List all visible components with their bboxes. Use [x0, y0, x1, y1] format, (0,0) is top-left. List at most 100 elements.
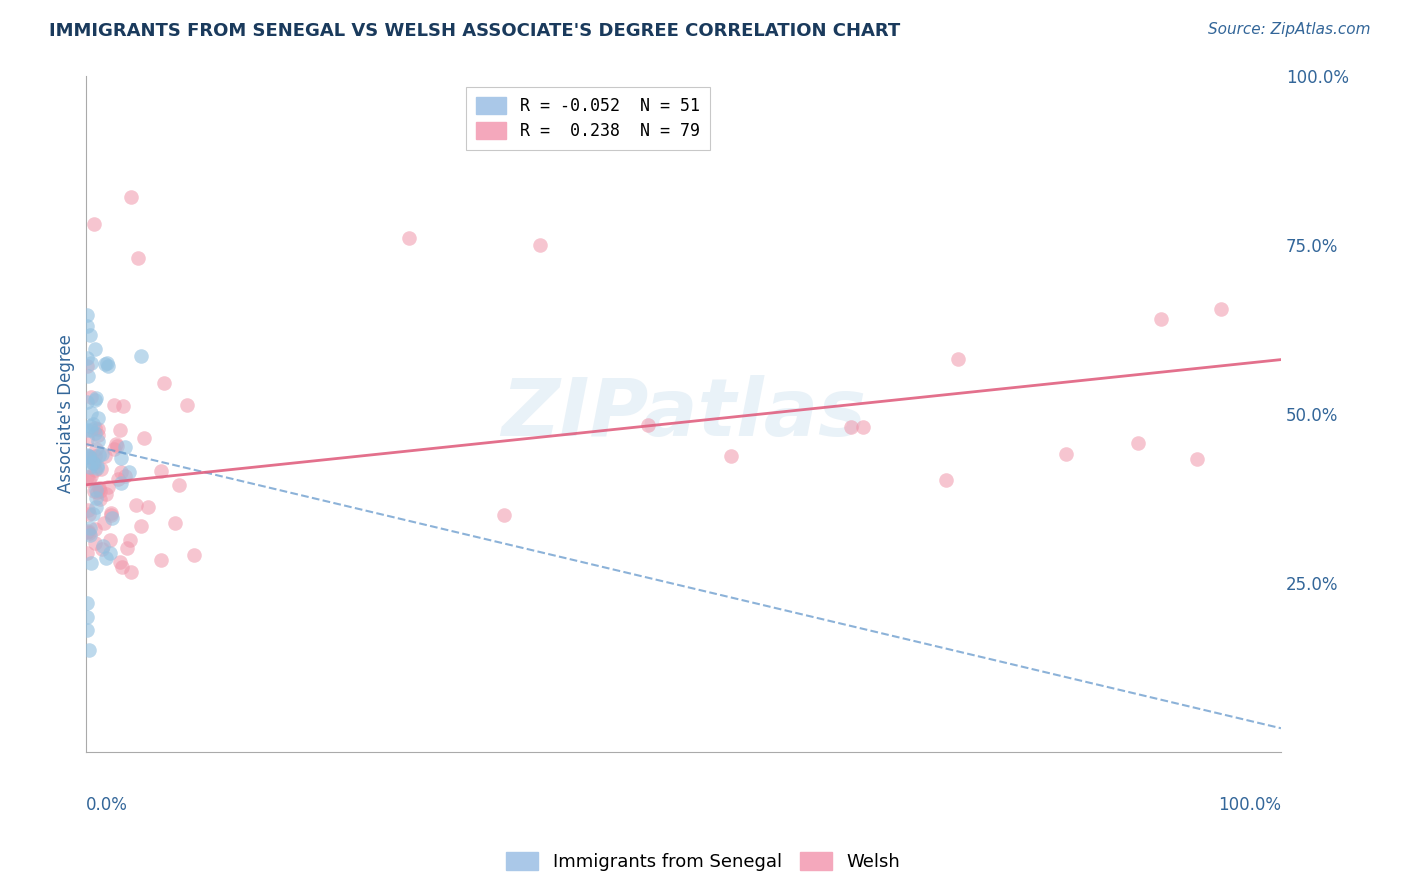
Point [96, 551, 118, 566]
Point [84, 463, 107, 477]
Point [80, 423, 103, 437]
Y-axis label: Associate's Degree: Associate's Degree [58, 334, 75, 493]
Point [129, 519, 152, 533]
Point [90, 461, 112, 475]
Point [96, 480, 118, 494]
Point [83, 217, 105, 231]
Point [120, 190, 142, 204]
Point [84, 391, 107, 405]
Point [83, 421, 105, 435]
Point [84, 483, 107, 497]
Point [84, 442, 107, 456]
Point [84, 491, 107, 505]
Point [77, 526, 100, 541]
Point [77, 449, 100, 463]
Point [80, 556, 103, 570]
Point [720, 449, 742, 463]
Point [110, 556, 132, 570]
Point [110, 423, 132, 437]
Point [93, 449, 115, 463]
Point [110, 466, 132, 480]
Point [136, 500, 159, 515]
Point [852, 420, 875, 434]
Point [494, 508, 516, 522]
Point [76, 423, 98, 437]
Point [86, 485, 108, 500]
Point [91, 539, 114, 553]
Point [118, 465, 141, 479]
Point [935, 474, 957, 488]
Point [80, 468, 103, 483]
Point [79, 474, 101, 488]
Text: ZIPatlas: ZIPatlas [501, 375, 866, 453]
Point [84, 342, 107, 356]
Text: 0.0%: 0.0% [86, 796, 128, 814]
Point [76, 448, 98, 462]
Point [97, 359, 120, 374]
Point [176, 398, 198, 412]
Point [87, 422, 110, 436]
Point [84, 500, 107, 514]
Point [98, 533, 121, 548]
Point [127, 251, 149, 265]
Point [1126, 435, 1149, 450]
Point [83, 393, 105, 408]
Point [86, 458, 108, 473]
Point [79, 520, 101, 534]
Point [82, 508, 104, 522]
Point [1211, 301, 1233, 316]
Point [76, 351, 98, 365]
Point [169, 477, 191, 491]
Point [134, 431, 156, 445]
Point [79, 528, 101, 542]
Text: IMMIGRANTS FROM SENEGAL VS WELSH ASSOCIATE'S DEGREE CORRELATION CHART: IMMIGRANTS FROM SENEGAL VS WELSH ASSOCIA… [49, 22, 900, 40]
Point [83, 522, 105, 536]
Point [76, 525, 98, 540]
Point [98, 546, 121, 560]
Point [77, 524, 100, 539]
Point [93, 516, 115, 530]
Point [89, 448, 111, 462]
Point [637, 418, 659, 433]
Point [165, 516, 187, 530]
Point [83, 536, 105, 550]
Point [83, 483, 105, 498]
Point [76, 546, 98, 560]
Point [77, 449, 100, 463]
Point [100, 506, 122, 520]
Point [529, 237, 551, 252]
Point [112, 400, 135, 414]
Point [111, 560, 134, 574]
Point [149, 553, 172, 567]
Point [87, 434, 110, 448]
Point [77, 643, 100, 657]
Point [76, 308, 98, 322]
Point [76, 469, 98, 483]
Point [76, 432, 98, 446]
Text: Source: ZipAtlas.com: Source: ZipAtlas.com [1208, 22, 1371, 37]
Point [89, 491, 111, 506]
Point [80, 390, 103, 404]
Point [120, 565, 142, 579]
Point [80, 406, 103, 420]
Point [398, 231, 420, 245]
Legend: Immigrants from Senegal, Welsh: Immigrants from Senegal, Welsh [498, 846, 908, 879]
Point [80, 450, 103, 465]
Point [76, 609, 98, 624]
Point [105, 439, 128, 453]
Point [83, 457, 105, 471]
Point [76, 318, 98, 333]
Point [76, 395, 98, 409]
Point [1187, 452, 1209, 467]
Point [101, 511, 124, 525]
Point [77, 450, 100, 464]
Point [150, 464, 173, 478]
Point [948, 352, 970, 367]
Point [103, 442, 125, 456]
Point [125, 498, 148, 512]
Point [110, 475, 132, 490]
Point [76, 623, 98, 637]
Point [80, 355, 103, 369]
Point [89, 484, 111, 499]
Point [103, 398, 125, 412]
